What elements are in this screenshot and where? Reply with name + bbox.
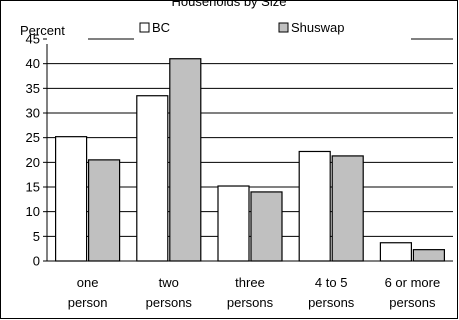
y-tick-labels: 0 5 10 15 20 25 30 35 40 45 [26,32,40,269]
x-tick-label-line: persons [227,295,274,310]
bar-shuswap-0 [87,159,121,262]
x-tick-labels: one person two persons three persons 4 to 5 per… [68,275,440,310]
x-tick-label-line: 4 to 5 [315,275,348,290]
bars [54,58,445,262]
x-tick-label-line: persons [308,295,355,310]
x-tick-label-line: two [159,275,179,290]
y-axis-label: Percent [20,23,65,38]
y-tick-label: 40 [26,56,40,71]
x-tick-label-line: persons [146,295,193,310]
x-tick-label-line: one [77,275,99,290]
bar-bc-2 [217,185,250,262]
bar-bc-4 [379,242,412,262]
x-tick-label-line: person [68,295,108,310]
y-tick-label: 45 [26,32,40,47]
bar-shuswap-3 [331,155,364,262]
y-tick-label: 5 [33,229,40,244]
x-tick-label-line: 6 or more [385,275,441,290]
chart-title: Households by Size [172,0,287,9]
x-tick-label: two persons [146,275,193,310]
y-tick-label: 25 [26,130,40,145]
y-tick-label: 15 [26,180,40,195]
legend-swatch-shuswap [278,22,289,33]
y-tick-label: 30 [26,106,40,121]
y-tick-label: 10 [26,204,40,219]
legend-label-bc: BC [152,20,170,35]
y-tick-label: 35 [26,81,40,96]
bar-shuswap-2 [250,191,283,262]
legend-swatch-bc [139,22,150,33]
legend: BC Shuswap [139,20,344,35]
bar-shuswap-1 [169,58,202,262]
bar-shuswap-4 [412,249,445,262]
legend-label-shuswap: Shuswap [291,20,344,35]
x-tick-label-line: persons [389,295,436,310]
x-tick-label: one person [68,275,108,310]
bar-bc-0 [54,136,88,262]
x-tick-label: 4 to 5 persons [308,275,355,310]
x-tick-label-line: three [235,275,265,290]
x-tick-label: three persons [227,275,274,310]
x-tick-label: 6 or more persons [385,275,441,310]
y-tick-label: 20 [26,155,40,170]
gridlines [47,38,453,237]
bar-bc-3 [298,150,331,262]
y-tick-label: 0 [33,254,40,269]
bar-bc-1 [136,95,169,262]
axes [43,38,453,262]
